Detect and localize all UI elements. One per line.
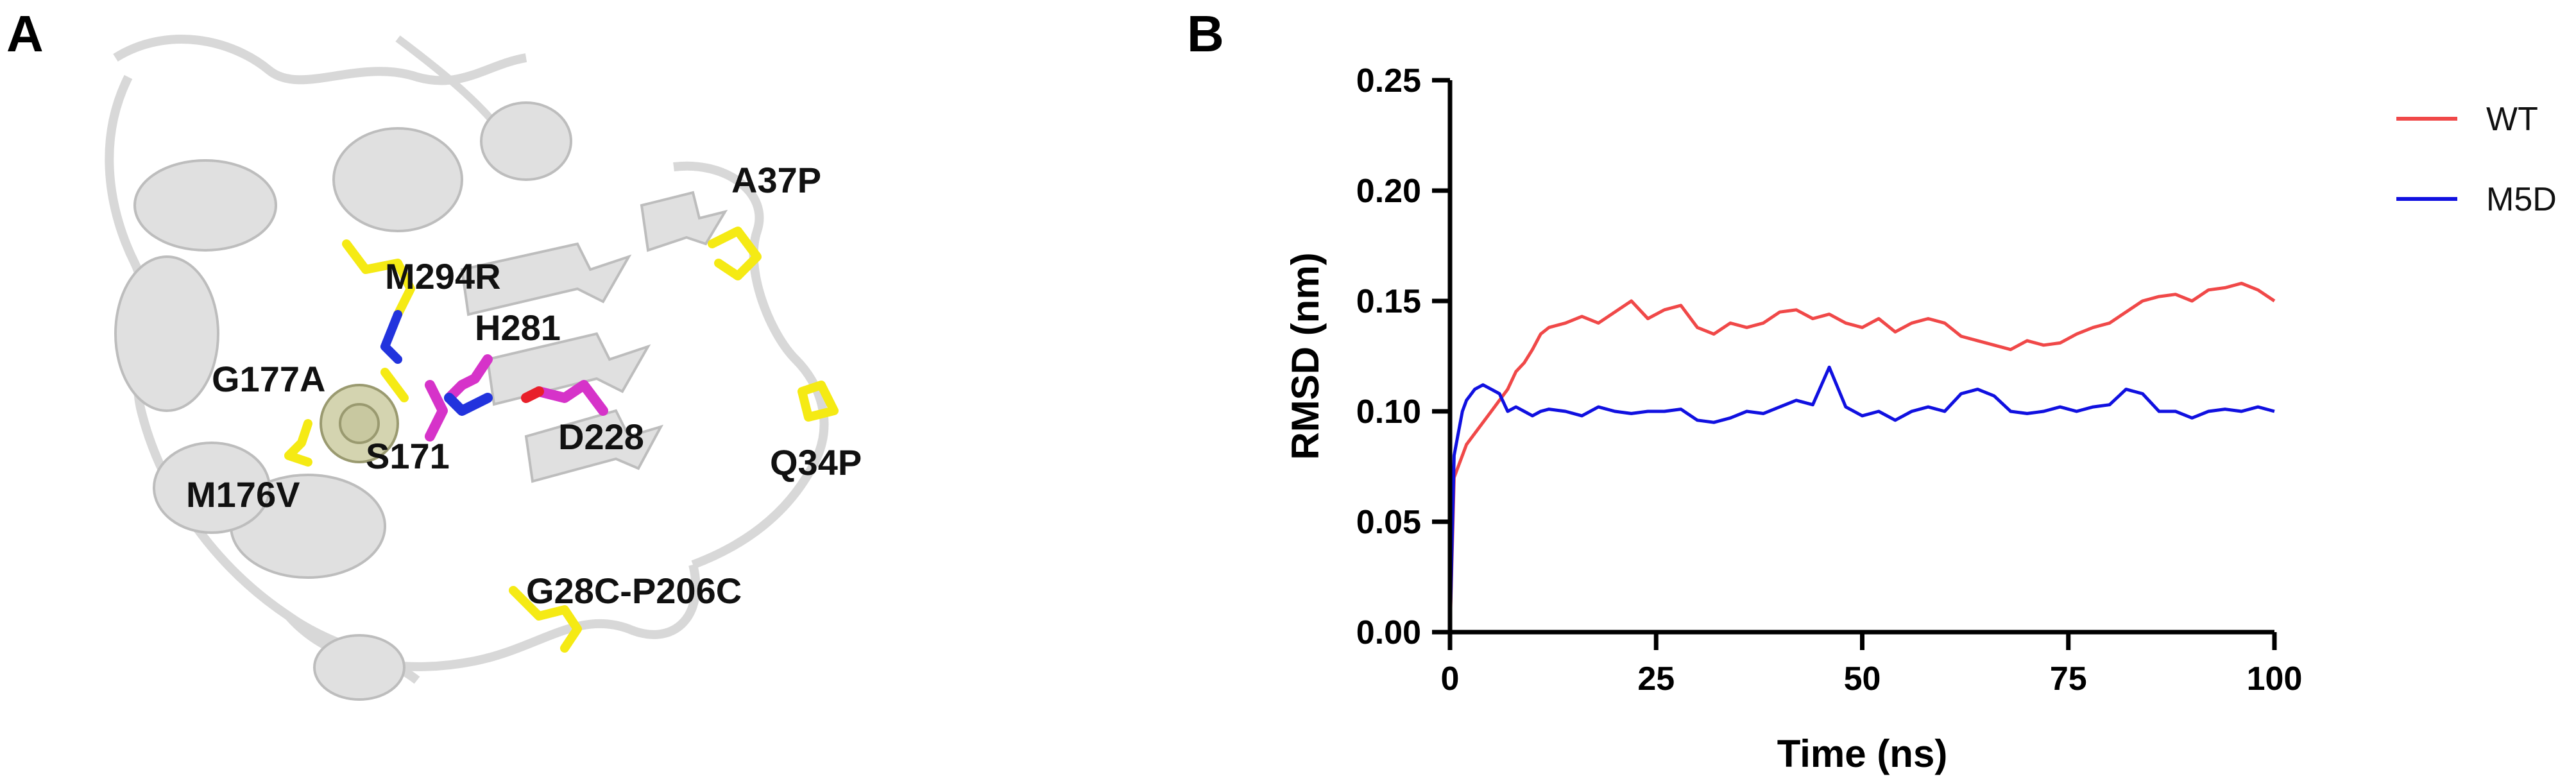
x-tick-label: 25 — [1637, 660, 1675, 698]
series-line-m5d — [1448, 365, 2275, 633]
label-d228: D228 — [558, 416, 644, 457]
y-axis-title: RMSD (nm) — [1284, 252, 1327, 459]
label-m176v: M176V — [186, 474, 300, 515]
x-tick-label: 100 — [2247, 660, 2303, 698]
x-tick-label: 50 — [1844, 660, 1881, 698]
y-tick-label: 0.20 — [1356, 173, 1421, 210]
label-g177a: G177A — [212, 359, 325, 399]
label-q34p: Q34P — [770, 442, 862, 483]
y-ticks: 0.00 0.05 0.10 0.15 0.20 0.25 — [1356, 62, 1450, 651]
x-tick-label: 75 — [2050, 660, 2087, 698]
label-m294r: M294R — [385, 256, 501, 296]
y-tick-label: 0.15 — [1356, 283, 1421, 320]
label-h281: H281 — [475, 307, 561, 348]
y-tick-label: 0.05 — [1356, 504, 1421, 541]
y-tick-label: 0.00 — [1356, 614, 1421, 651]
x-axis-title: Time (ns) — [1777, 732, 1948, 775]
legend-label-wt: WT — [2486, 101, 2538, 138]
label-s171: S171 — [366, 436, 450, 476]
legend: WT M5D — [2396, 101, 2557, 218]
label-a37p: A37P — [731, 160, 821, 200]
panel-a-letter: A — [6, 5, 44, 62]
legend-label-m5d: M5D — [2486, 181, 2557, 218]
panel-a: A — [6, 5, 862, 701]
rmsd-chart: 0.00 0.05 0.10 0.15 0.20 0.25 0 25 50 75 100 RMSD… — [1284, 62, 2557, 775]
panel-b-letter: B — [1187, 5, 1224, 62]
x-tick-label: 0 — [1441, 660, 1460, 698]
x-ticks: 0 25 50 75 100 — [1441, 632, 2303, 698]
y-tick-label: 0.25 — [1356, 62, 1421, 99]
y-tick-label: 0.10 — [1356, 393, 1421, 431]
series-line-wt — [1448, 282, 2276, 633]
catalytic-sticks — [425, 354, 608, 442]
series-layer — [1448, 282, 2276, 633]
label-g28c-p206c: G28C-P206C — [526, 571, 742, 611]
protein-cartoon — [105, 35, 829, 701]
mutation-sticks — [284, 227, 839, 653]
panel-b: B 0.00 0.05 0.10 0.15 0.20 0.25 0 25 50 75 100 RM… — [1187, 5, 2557, 775]
